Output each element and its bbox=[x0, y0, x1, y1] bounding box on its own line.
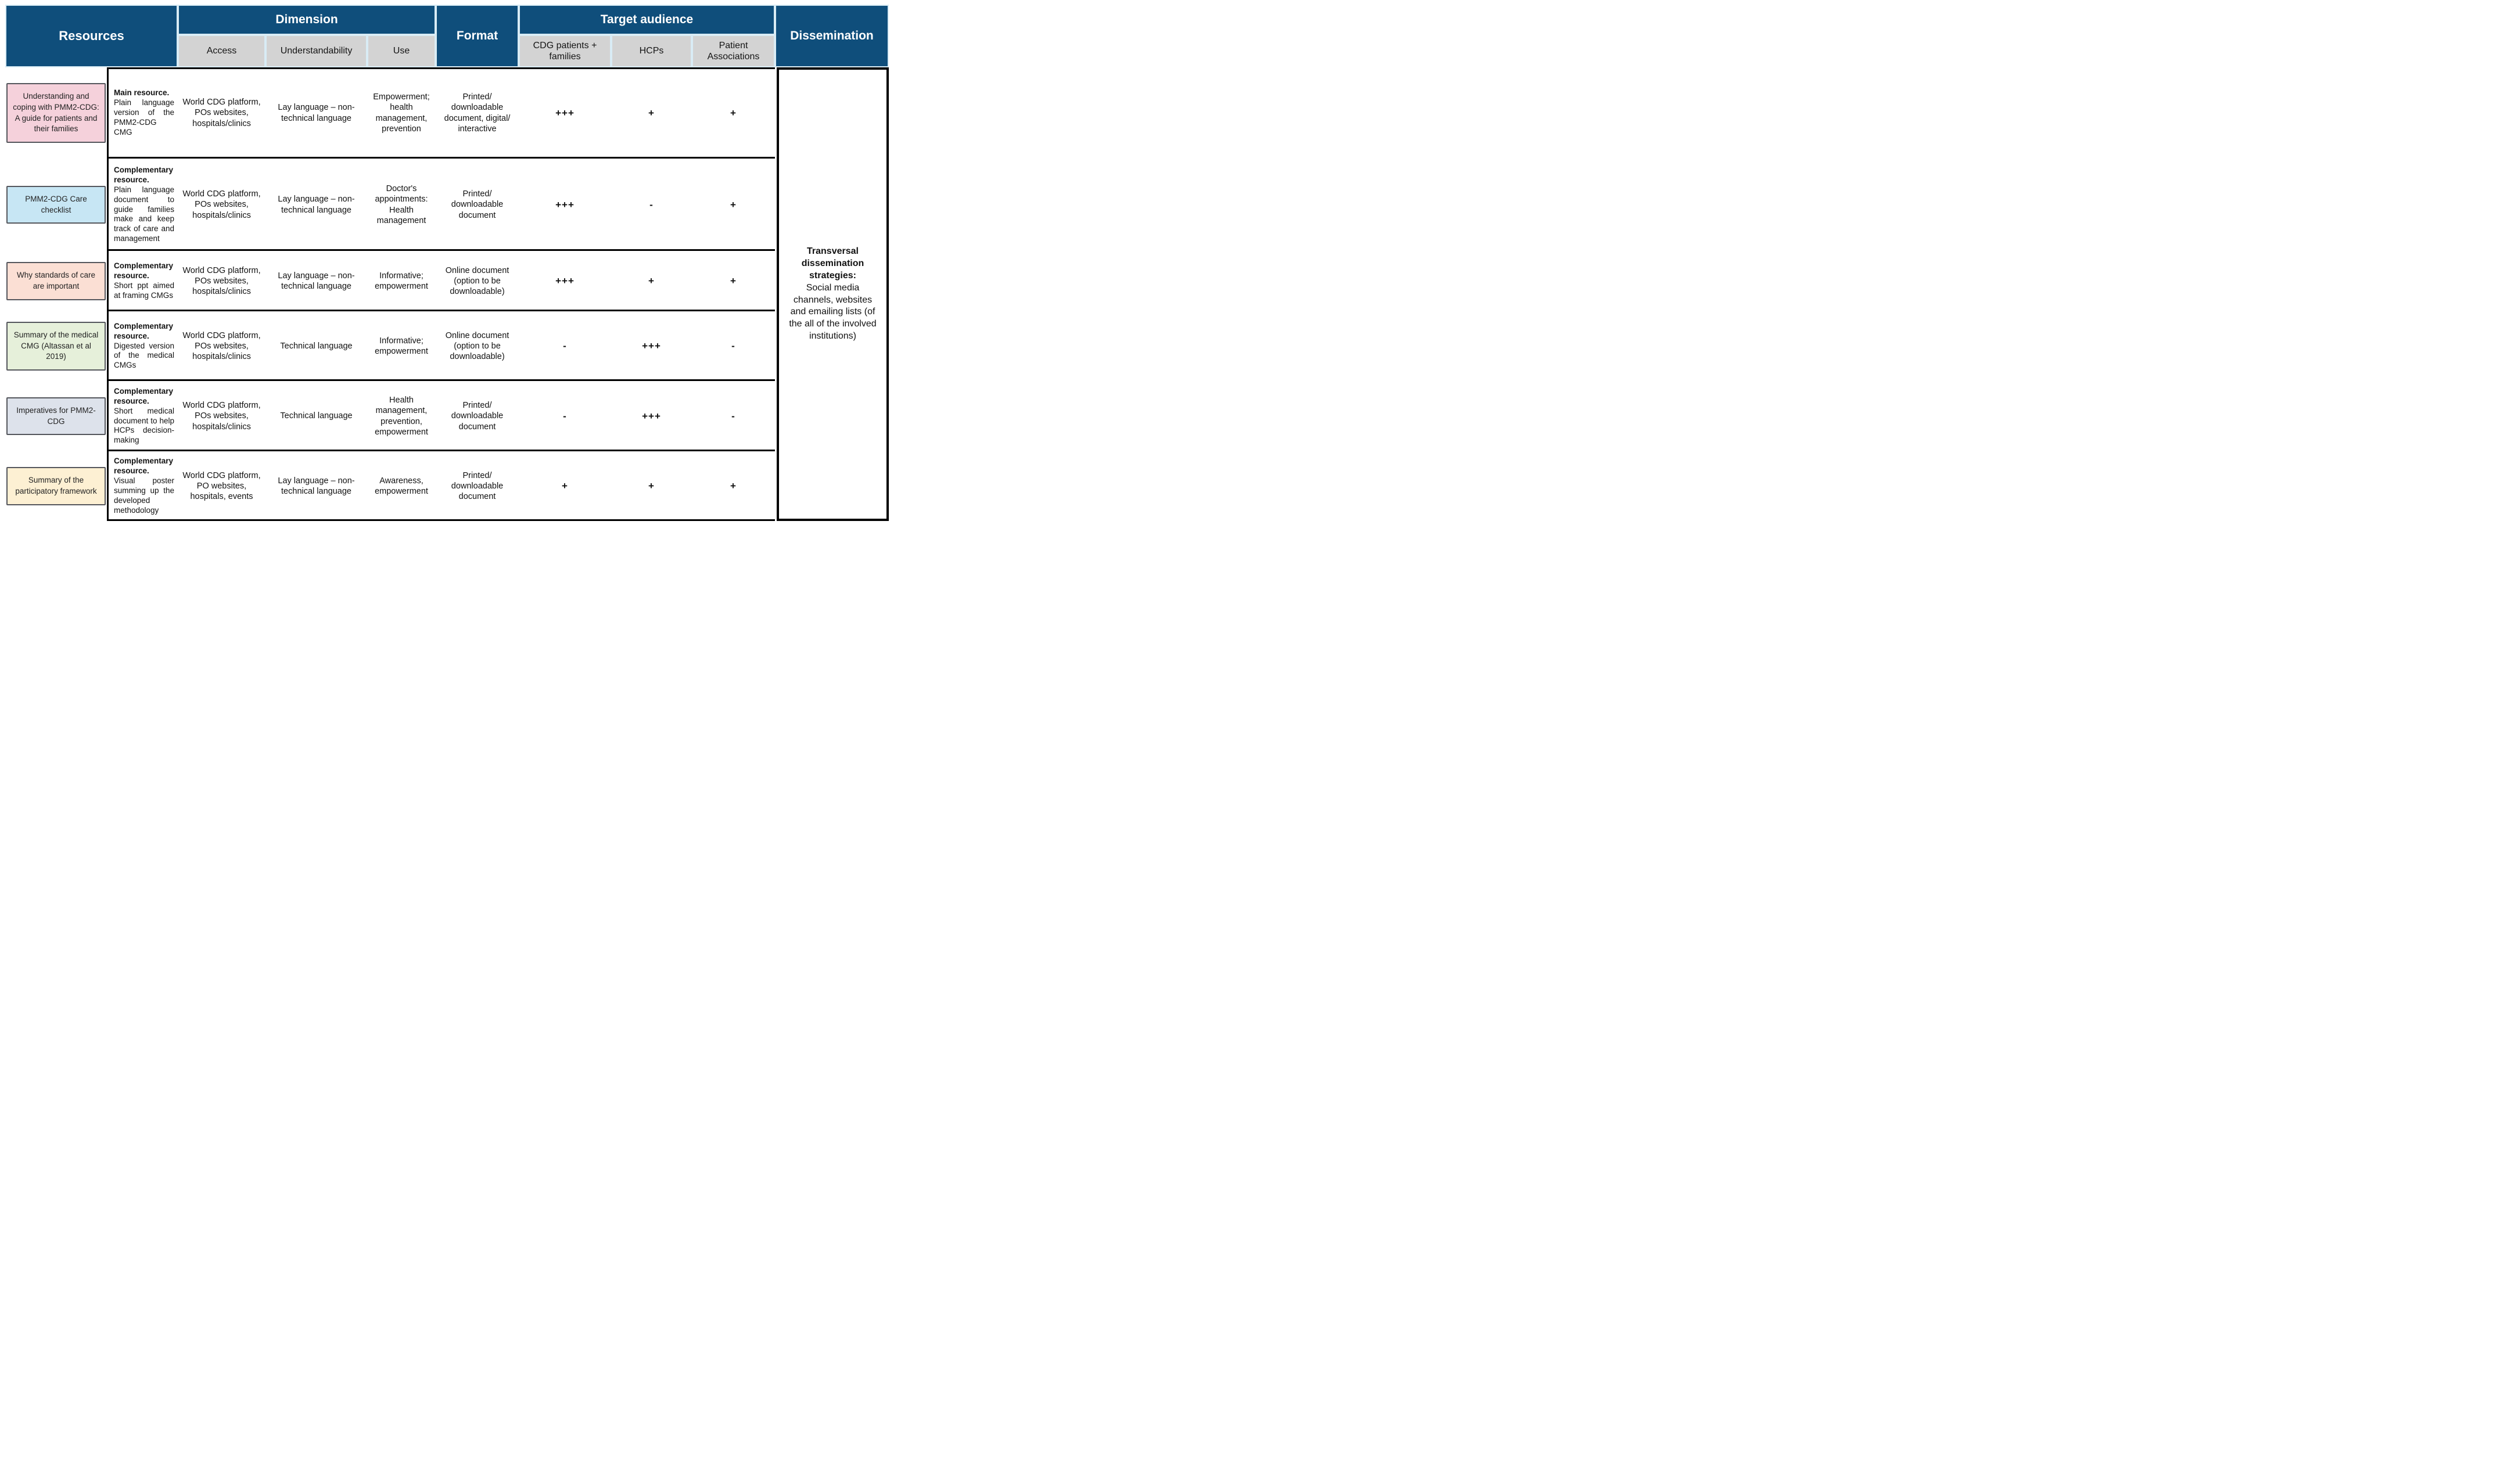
table-row: PMM2-CDG Care checklist bbox=[5, 159, 107, 251]
access-cell: World CDG platform, POs websites, hospit… bbox=[182, 330, 261, 362]
resource-box: Summary of the participatory framework bbox=[6, 467, 106, 505]
understandability-cell: Lay language – non-technical language bbox=[278, 271, 355, 291]
resource-type: Complementary resource. bbox=[114, 386, 174, 405]
cdg-patients-rating: +++ bbox=[555, 199, 575, 210]
resource-type: Complementary resource. bbox=[114, 166, 174, 184]
hcps-rating: + bbox=[648, 480, 655, 492]
understandability-cell: Technical language bbox=[280, 411, 353, 421]
resource-description-text: Plain language document to guide familie… bbox=[114, 185, 174, 243]
resource-description: Complementary resource. Short medical do… bbox=[107, 381, 178, 451]
subheader-patient-associations: Patient Associations bbox=[693, 36, 774, 66]
format-cell: Printed/ downloadable document bbox=[451, 470, 504, 502]
table-row: Imperatives for PMM2-CDG bbox=[5, 381, 107, 451]
use-cell: Informative; empowerment bbox=[375, 336, 428, 356]
use-cell: Doctor's appointments: Health management bbox=[375, 184, 428, 225]
hcps-rating: + bbox=[648, 107, 655, 118]
resource-description: Complementary resource. Short ppt aimed … bbox=[107, 251, 178, 311]
access-cell: World CDG platform, POs websites, hospit… bbox=[182, 189, 261, 220]
column-header-format: Format bbox=[437, 6, 518, 66]
table-row: Understanding and coping with PMM2-CDG: … bbox=[5, 67, 107, 159]
resource-type: Main resource. bbox=[114, 88, 170, 98]
format-cell: Online document (option to be downloadab… bbox=[445, 330, 509, 362]
understandability-cell: Lay language – non-technical language bbox=[278, 103, 355, 123]
resource-type: Complementary resource. bbox=[114, 457, 174, 476]
understandability-cell: Lay language – non-technical language bbox=[278, 195, 355, 215]
subheader-hcps: HCPs bbox=[612, 36, 691, 66]
resource-description: Main resource. Plain language version of… bbox=[107, 67, 178, 159]
access-cell: World CDG platform, PO websites, hospita… bbox=[182, 470, 261, 502]
resource-description-text: Short medical document to help HCPs deci… bbox=[114, 406, 174, 445]
resource-dissemination-table: Resources Dimension Format Target audien… bbox=[0, 0, 895, 526]
column-header-dissemination: Dissemination bbox=[776, 6, 888, 66]
subheader-cdg-patients-families: CDG patients + families bbox=[520, 36, 610, 66]
dissemination-title: Transversal dissemination strategies: bbox=[801, 246, 864, 281]
resource-box: Summary of the medical CMG (Altassan et … bbox=[6, 321, 106, 371]
patient-associations-rating: - bbox=[731, 410, 735, 422]
dissemination-text: Social media channels, websites and emai… bbox=[789, 282, 877, 341]
resource-description: Complementary resource. Digested version… bbox=[107, 311, 178, 381]
access-cell: World CDG platform, POs websites, hospit… bbox=[182, 265, 261, 297]
dissemination-cell: Transversal dissemination strategies: So… bbox=[777, 67, 889, 521]
hcps-rating: +++ bbox=[642, 340, 661, 352]
format-cell: Printed/ downloadable document bbox=[451, 401, 504, 432]
hcps-rating: +++ bbox=[642, 410, 661, 422]
table-row: Summary of the participatory framework bbox=[5, 451, 107, 521]
patient-associations-rating: + bbox=[730, 480, 737, 492]
hcps-rating: - bbox=[649, 199, 654, 210]
resource-description-text: Short ppt aimed at framing CMGs bbox=[114, 281, 174, 300]
format-cell: Online document (option to be downloadab… bbox=[445, 265, 509, 297]
use-cell: Health management, prevention, empowerme… bbox=[375, 396, 428, 437]
cdg-patients-rating: +++ bbox=[555, 107, 575, 118]
resource-description-text: Plain language version of the PMM2-CDG C… bbox=[114, 98, 174, 136]
resource-description-text: Digested version of the medical CMGs bbox=[114, 341, 174, 370]
cdg-patients-rating: - bbox=[563, 410, 567, 422]
format-cell: Printed/ downloadable document bbox=[451, 189, 504, 220]
patient-associations-rating: + bbox=[730, 199, 737, 210]
column-header-target-audience: Target audience bbox=[520, 6, 774, 34]
access-cell: World CDG platform, POs websites, hospit… bbox=[182, 98, 261, 128]
use-cell: Informative; empowerment bbox=[375, 271, 428, 291]
resource-box: Understanding and coping with PMM2-CDG: … bbox=[6, 82, 106, 143]
format-cell: Printed/ downloadable document, digital/… bbox=[444, 92, 511, 134]
access-cell: World CDG platform, POs websites, hospit… bbox=[182, 401, 261, 432]
subheader-understandability: Understandability bbox=[267, 36, 366, 66]
resource-description: Complementary resource. Visual poster su… bbox=[107, 451, 178, 521]
resource-description-text: Visual poster summing up the developed m… bbox=[114, 476, 174, 515]
resource-description: Complementary resource. Plain language d… bbox=[107, 159, 178, 251]
subheader-access: Access bbox=[179, 36, 264, 66]
understandability-cell: Lay language – non-technical language bbox=[278, 476, 355, 496]
resource-box: PMM2-CDG Care checklist bbox=[6, 185, 106, 224]
subheader-use: Use bbox=[368, 36, 435, 66]
resource-type: Complementary resource. bbox=[114, 321, 174, 340]
table-row: Why standards of care are important bbox=[5, 251, 107, 311]
patient-associations-rating: + bbox=[730, 275, 737, 287]
use-cell: Awareness, empowerment bbox=[375, 476, 428, 496]
resource-box: Imperatives for PMM2-CDG bbox=[6, 397, 106, 436]
cdg-patients-rating: + bbox=[562, 480, 568, 492]
hcps-rating: + bbox=[648, 275, 655, 287]
use-cell: Empowerment; health management, preventi… bbox=[373, 92, 430, 134]
patient-associations-rating: - bbox=[731, 340, 735, 352]
resource-box: Why standards of care are important bbox=[6, 262, 106, 300]
patient-associations-rating: + bbox=[730, 107, 737, 118]
cdg-patients-rating: +++ bbox=[555, 275, 575, 287]
cdg-patients-rating: - bbox=[563, 340, 567, 352]
understandability-cell: Technical language bbox=[280, 341, 353, 351]
resource-type: Complementary resource. bbox=[114, 261, 174, 281]
column-header-dimension: Dimension bbox=[179, 6, 435, 34]
column-header-resources: Resources bbox=[6, 6, 177, 66]
table-row: Summary of the medical CMG (Altassan et … bbox=[5, 311, 107, 381]
